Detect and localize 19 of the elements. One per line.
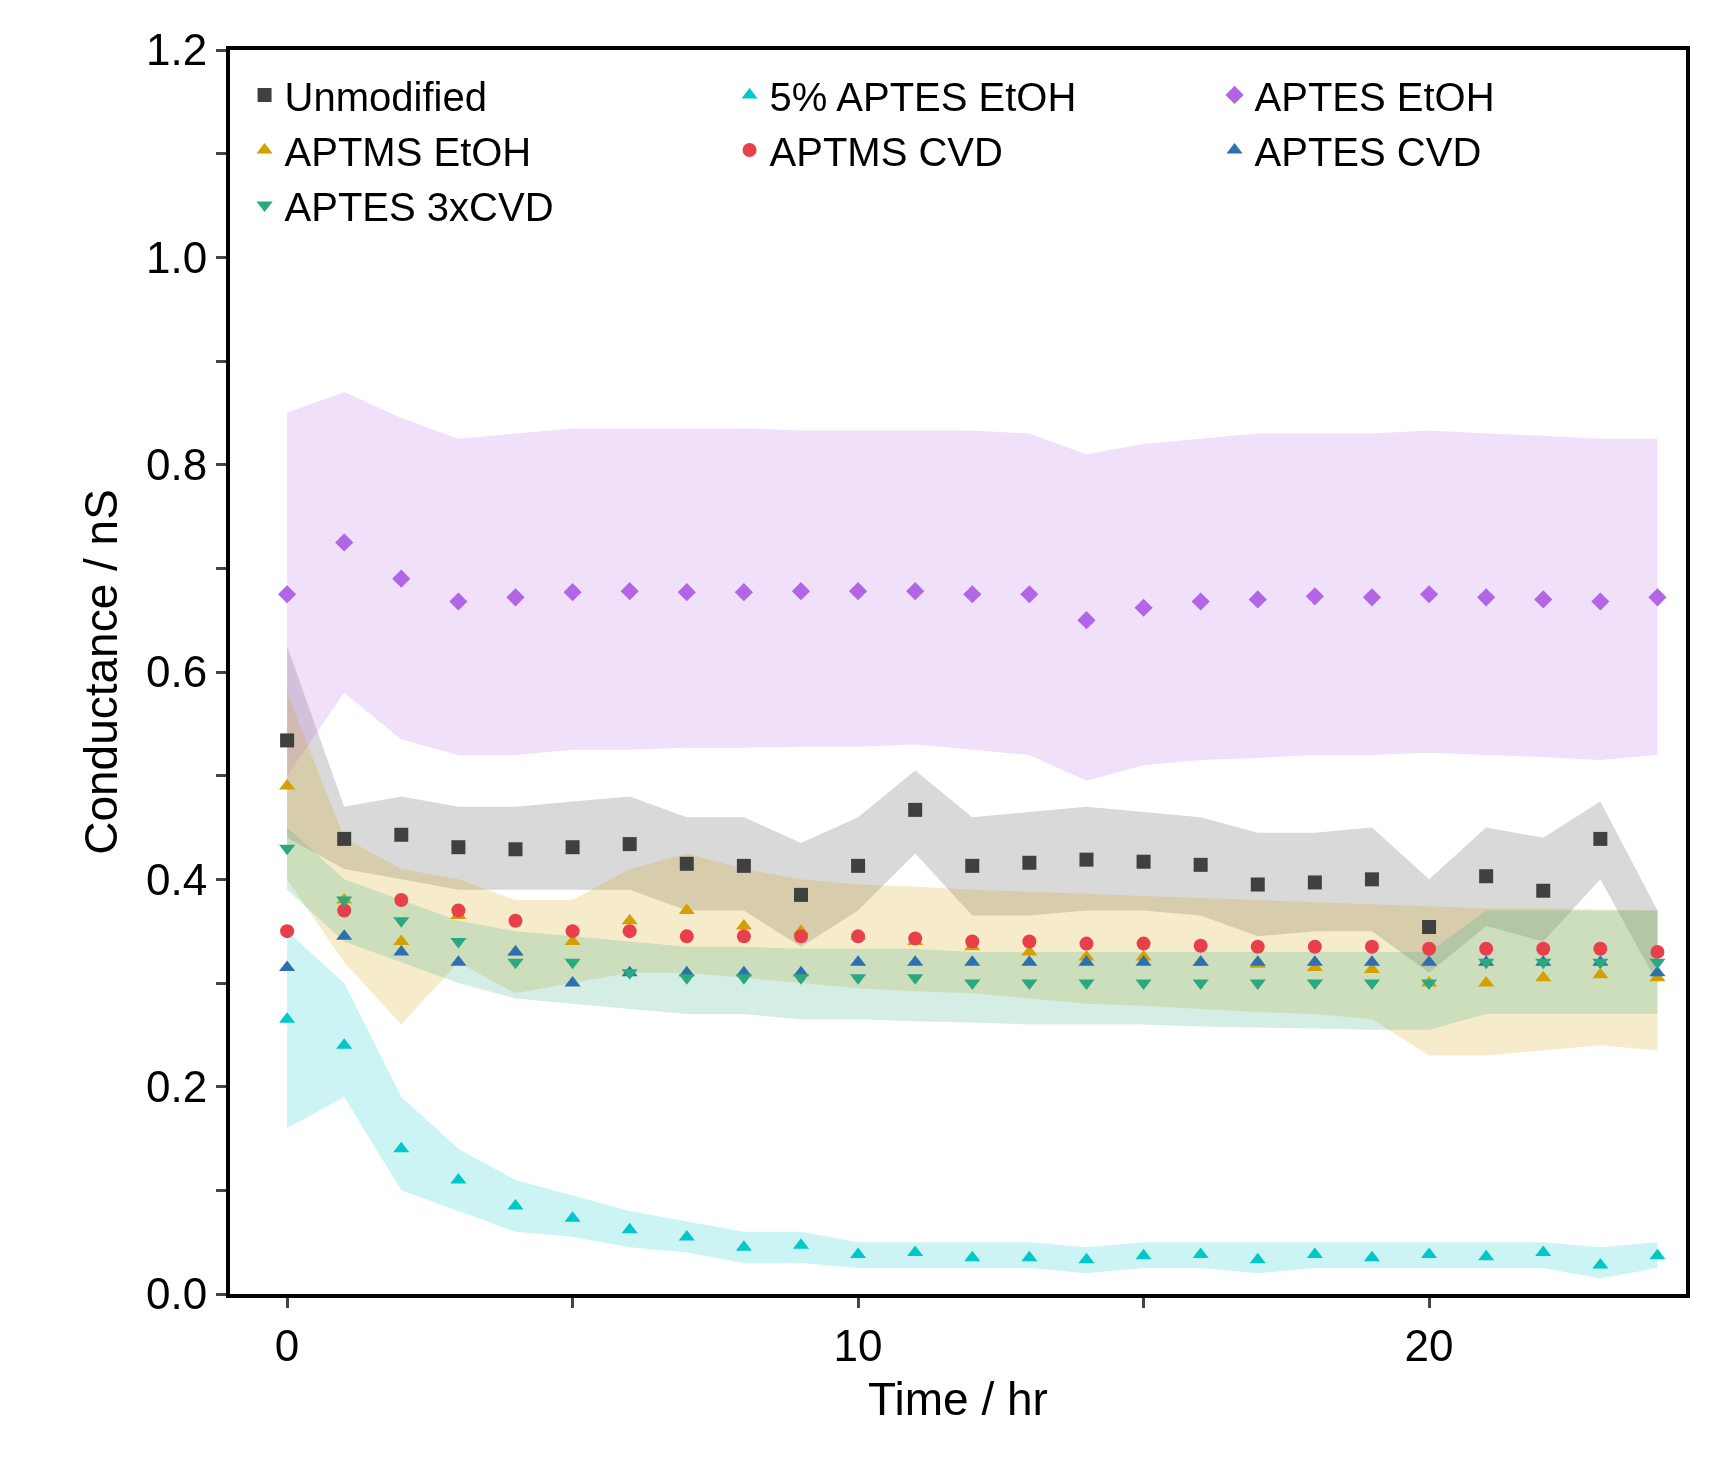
legend-label: APTMS CVD — [769, 129, 1003, 174]
legend-label: Unmodified — [284, 74, 487, 119]
y-tick-label: 0.6 — [146, 647, 208, 697]
y-tick-label: 0.4 — [146, 854, 208, 904]
legend-label: 5% APTES EtOH — [769, 74, 1077, 119]
legend-label: APTMS EtOH — [284, 129, 532, 174]
y-axis-title: Conductance / nS — [74, 489, 127, 855]
x-tick-label: 10 — [833, 1320, 883, 1370]
x-axis-title: Time / hr — [868, 1373, 1048, 1425]
y-tick-label: 0.0 — [146, 1269, 208, 1319]
x-tick-label: 20 — [1404, 1320, 1454, 1370]
y-tick-label: 0.2 — [146, 1062, 208, 1112]
y-tick-label: 0.8 — [146, 440, 208, 490]
y-tick-label: 1.0 — [146, 232, 208, 282]
legend-label: APTES EtOH — [1254, 74, 1495, 119]
legend-label: APTES 3xCVD — [284, 184, 554, 229]
y-tick-label: 1.2 — [146, 25, 208, 75]
legend-label: APTES CVD — [1254, 129, 1482, 174]
x-tick-label: 0 — [274, 1320, 300, 1370]
